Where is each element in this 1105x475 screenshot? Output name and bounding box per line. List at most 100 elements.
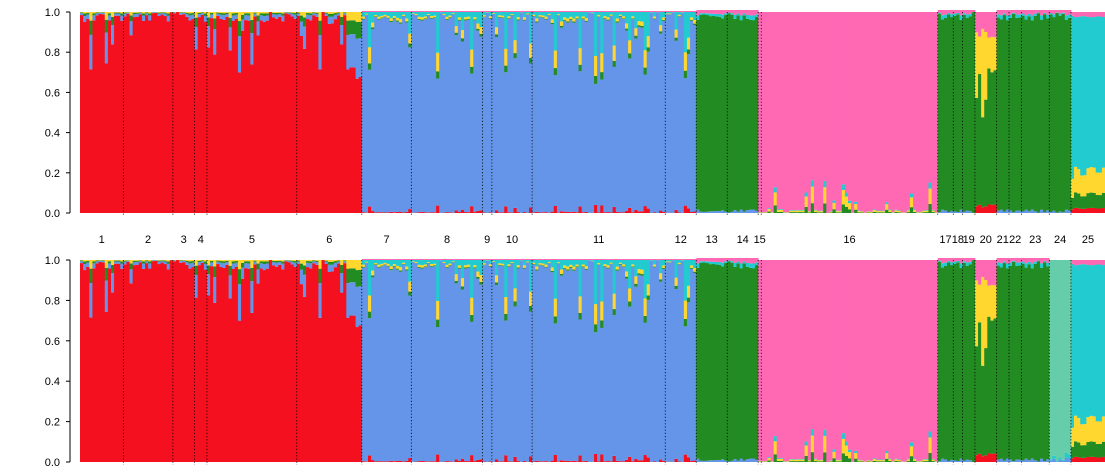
bar-segment-blue [433, 18, 437, 212]
bar-segment-green [1062, 14, 1066, 212]
bar-segment-green [461, 38, 465, 41]
bar-segment-green [464, 268, 468, 269]
bar-segment-blue [507, 267, 511, 461]
bar-segment-green [678, 16, 682, 17]
bar-segment-green [585, 21, 589, 22]
bar-segment-cyan [780, 209, 784, 210]
bar-segment-green [117, 261, 121, 262]
bar-segment-cyan [789, 210, 793, 211]
bar-segment-yellow [219, 12, 223, 13]
bar-segment-green [331, 14, 335, 17]
bar-segment-green [814, 212, 818, 213]
bar-segment-pink [786, 12, 790, 212]
bar-segment-red [585, 212, 589, 213]
bar-segment-red [185, 265, 189, 462]
bar-segment-red [579, 455, 583, 462]
bar-segment-green [380, 18, 384, 19]
bar-segment-red [154, 13, 158, 213]
bar-segment-red [315, 17, 319, 213]
bar-segment-green [396, 21, 400, 22]
bar-segment-pink [492, 11, 496, 12]
bar-segment-green [328, 14, 332, 17]
bar-segment-cyan [953, 262, 957, 264]
bar-segment-green [340, 265, 344, 273]
bar-segment-pink [476, 11, 480, 12]
bar-segment-blue [95, 13, 99, 15]
bar-segment-green [207, 265, 211, 274]
bar-segment-blue [597, 17, 601, 213]
bar-segment-red [306, 19, 310, 213]
bar-segment-pink [572, 11, 576, 12]
bar-segment-green [216, 13, 220, 14]
bar-segment-cyan [1059, 14, 1063, 16]
bar-segment-red [1096, 457, 1100, 462]
bar-segment-blue [653, 267, 657, 461]
y-tick-label: 0.8 [45, 47, 60, 59]
bar-segment-yellow [873, 210, 877, 212]
bar-segment-cyan [1012, 261, 1016, 262]
bar-segment-blue [229, 275, 233, 298]
bar-segment-pink [783, 12, 787, 212]
bar-segment-green [449, 17, 453, 18]
bar-segment-yellow [975, 280, 979, 346]
bar-segment-green [281, 261, 285, 263]
bar-segment-blue [182, 13, 186, 14]
bar-segment-yellow [198, 12, 202, 13]
bar-segment-red [247, 269, 251, 462]
bar-segment-pink [894, 260, 898, 459]
bar-segment-red [83, 270, 87, 462]
bar-segment-blue [1003, 212, 1007, 213]
bar-segment-pink [455, 11, 459, 12]
bar-segment-red [603, 461, 607, 462]
bar-segment-red [390, 212, 394, 213]
bar-segment-green [727, 261, 731, 461]
bar-segment-blue [80, 13, 84, 15]
bar-segment-blue [424, 19, 428, 212]
bar-segment-yellow [114, 260, 118, 261]
bar-segment-cyan [455, 12, 459, 26]
bar-segment-green [990, 72, 994, 204]
bar-segment-green [238, 21, 242, 36]
bar-segment-yellow [579, 48, 583, 64]
bar-segment-cyan [641, 260, 645, 270]
bar-segment-pink [1024, 10, 1028, 15]
bar-segment-cyan [637, 260, 641, 269]
bar-segment-pink [839, 12, 843, 211]
bar-segment-blue [1034, 460, 1038, 462]
bar-segment-pink [901, 260, 905, 461]
bar-segment-cyan [616, 12, 620, 19]
bar-segment-pink [885, 260, 889, 451]
bar-segment-blue [566, 23, 570, 212]
bar-segment-blue [315, 262, 319, 265]
bar-segment-cyan [922, 210, 926, 211]
bar-segment-yellow [684, 301, 688, 319]
bar-segment-blue [325, 262, 329, 264]
bar-segment-green [238, 269, 242, 284]
bar-segment-red [594, 205, 598, 213]
bar-segment-yellow [371, 271, 375, 276]
bar-segment-cyan [594, 12, 598, 56]
bar-segment-green [349, 20, 353, 34]
bar-segment-cyan [495, 12, 499, 27]
bar-segment-pink [606, 11, 610, 12]
bar-segment-red [662, 212, 666, 213]
bar-segment-pink [678, 259, 682, 260]
bar-segment-red [86, 267, 90, 462]
bar-segment-pink [393, 259, 397, 260]
bar-segment-blue [659, 34, 663, 211]
bar-segment-yellow [647, 284, 651, 295]
bar-segment-pink [715, 10, 719, 14]
bar-segment-blue [498, 17, 502, 212]
bar-segment-green [832, 458, 836, 462]
bar-segment-cyan [928, 183, 932, 189]
bar-segment-cyan [430, 12, 434, 16]
bar-segment-pink [566, 11, 570, 12]
bar-segment-pink [418, 259, 422, 260]
bar-segment-blue [452, 14, 456, 213]
population-label: 22 [1009, 234, 1021, 246]
bar-segment-cyan [913, 209, 917, 210]
bar-segment-green [987, 317, 991, 454]
bar-segment-red [346, 69, 350, 213]
bar-segment-red [219, 267, 223, 462]
bar-segment-cyan [554, 12, 558, 51]
